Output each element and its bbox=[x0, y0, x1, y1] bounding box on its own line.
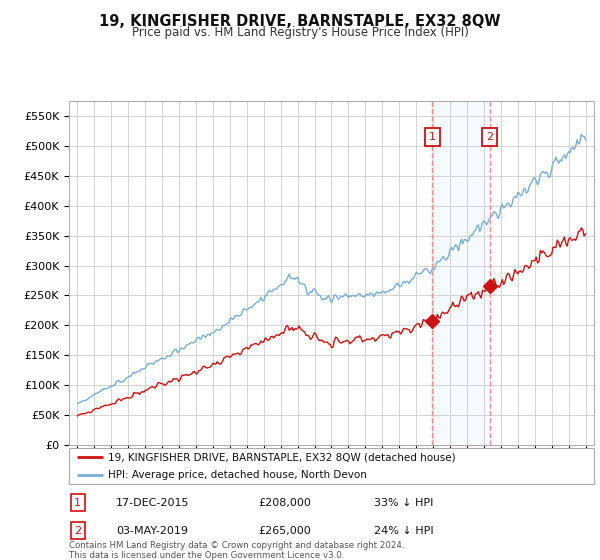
Text: £265,000: £265,000 bbox=[258, 526, 311, 535]
Text: 03-MAY-2019: 03-MAY-2019 bbox=[116, 526, 188, 535]
Text: 17-DEC-2015: 17-DEC-2015 bbox=[116, 498, 190, 507]
Text: 33% ↓ HPI: 33% ↓ HPI bbox=[373, 498, 433, 507]
Text: 19, KINGFISHER DRIVE, BARNSTAPLE, EX32 8QW (detached house): 19, KINGFISHER DRIVE, BARNSTAPLE, EX32 8… bbox=[109, 452, 456, 462]
Text: 2: 2 bbox=[486, 132, 493, 142]
Text: HPI: Average price, detached house, North Devon: HPI: Average price, detached house, Nort… bbox=[109, 470, 367, 480]
Text: Contains HM Land Registry data © Crown copyright and database right 2024.
This d: Contains HM Land Registry data © Crown c… bbox=[69, 540, 404, 560]
Text: Price paid vs. HM Land Registry's House Price Index (HPI): Price paid vs. HM Land Registry's House … bbox=[131, 26, 469, 39]
Bar bbox=[433, 101, 490, 445]
Text: 2: 2 bbox=[74, 526, 82, 535]
Text: 1: 1 bbox=[429, 132, 436, 142]
Text: 1: 1 bbox=[74, 498, 81, 507]
Text: £208,000: £208,000 bbox=[258, 498, 311, 507]
Text: 24% ↓ HPI: 24% ↓ HPI bbox=[373, 526, 433, 535]
Text: 19, KINGFISHER DRIVE, BARNSTAPLE, EX32 8QW: 19, KINGFISHER DRIVE, BARNSTAPLE, EX32 8… bbox=[99, 14, 501, 29]
